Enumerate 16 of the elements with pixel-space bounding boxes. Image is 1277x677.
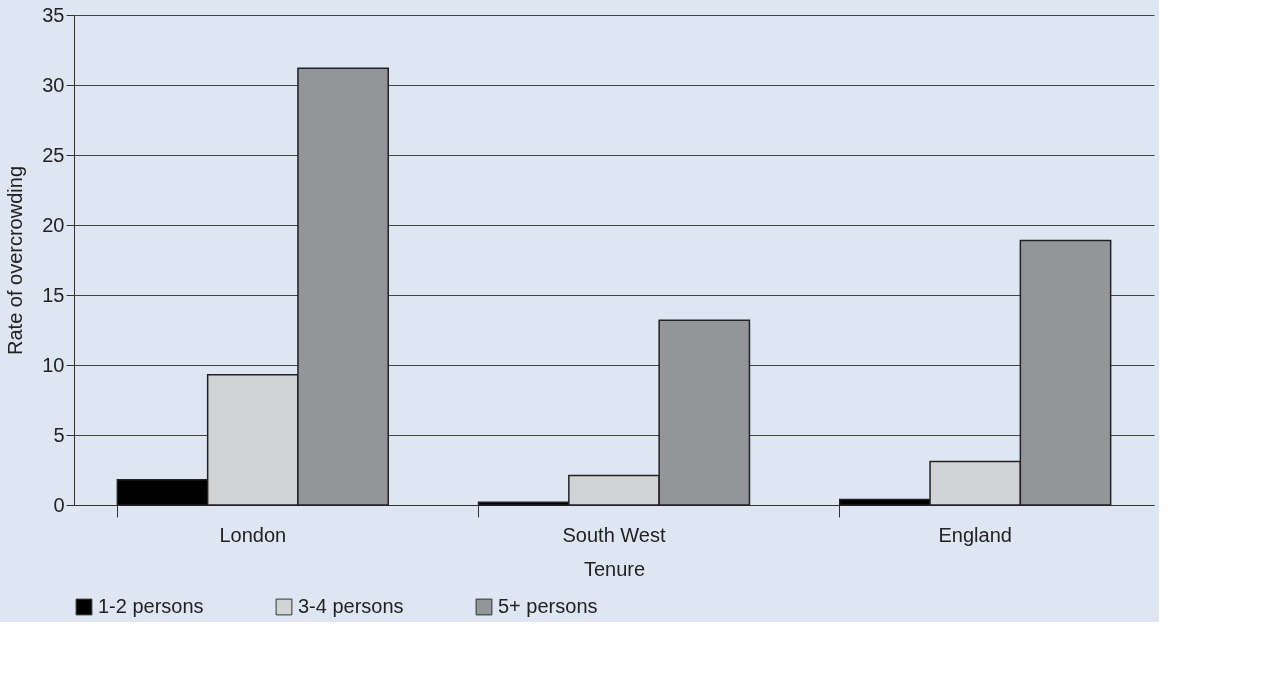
y-tick-label: 30	[42, 73, 65, 96]
legend-label: 1-2 persons	[98, 595, 204, 617]
y-tick-label: 25	[42, 143, 65, 166]
y-tick-label: 5	[53, 423, 65, 446]
y-axis-title: Rate of overcrowding	[4, 166, 27, 355]
y-tick-label: 35	[42, 3, 65, 26]
legend-label: 3-4 persons	[298, 595, 404, 617]
y-tick-label: 20	[42, 213, 65, 236]
x-tick-label: London	[219, 523, 287, 546]
y-tick-label: 0	[53, 493, 65, 516]
x-tick-label: South West	[562, 523, 666, 546]
x-tick-label: England	[938, 523, 1012, 546]
y-tick-label: 15	[42, 283, 65, 306]
y-tick-label: 10	[42, 353, 65, 376]
legend-label: 5+ persons	[498, 595, 598, 617]
x-axis-title: Tenure	[583, 557, 646, 580]
